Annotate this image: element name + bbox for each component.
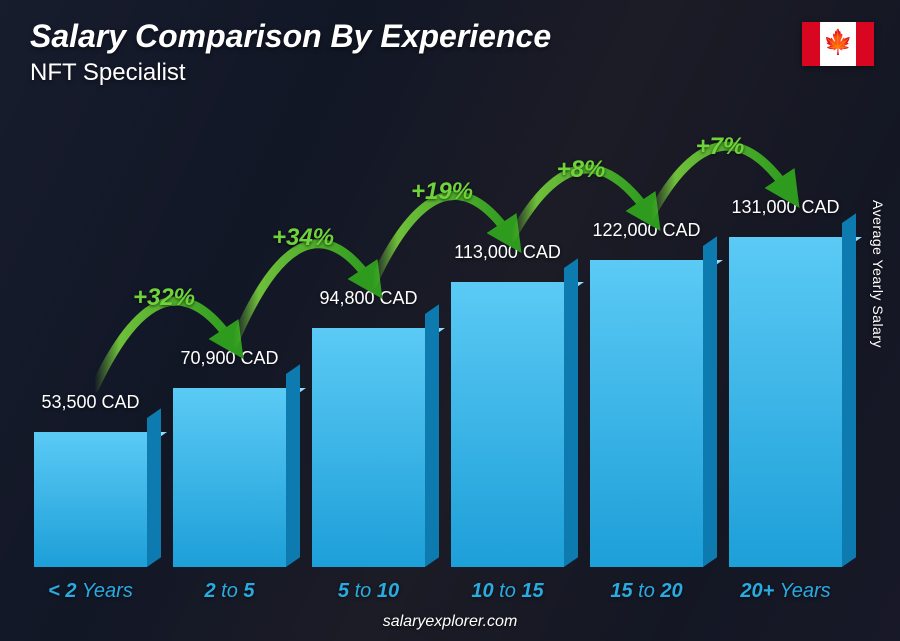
category-label: 20+ Years bbox=[729, 580, 842, 603]
bar-value-label: 113,000 CAD bbox=[417, 242, 598, 263]
category-label: 5 to 10 bbox=[312, 580, 425, 603]
category-label: 2 to 5 bbox=[173, 580, 286, 603]
bar: 131,000 CAD bbox=[729, 237, 842, 567]
bar-front bbox=[173, 388, 286, 567]
bar-value-label: 122,000 CAD bbox=[556, 220, 737, 241]
category-label: 15 to 20 bbox=[590, 580, 703, 603]
maple-leaf-icon: 🍁 bbox=[823, 31, 853, 55]
country-flag: 🍁 bbox=[802, 22, 874, 66]
bar: 122,000 CAD bbox=[590, 260, 703, 567]
bar-side-face bbox=[703, 236, 717, 567]
bar-value-label: 70,900 CAD bbox=[139, 348, 320, 369]
infographic-stage: Salary Comparison By Experience NFT Spec… bbox=[0, 0, 900, 641]
flag-center: 🍁 bbox=[820, 22, 856, 66]
chart-column: 113,000 CAD bbox=[451, 282, 564, 567]
bar: 94,800 CAD bbox=[312, 328, 425, 567]
bar: 53,500 CAD bbox=[34, 432, 147, 567]
chart-column: 70,900 CAD bbox=[173, 388, 286, 567]
category-label: 10 to 15 bbox=[451, 580, 564, 603]
bar-front bbox=[451, 282, 564, 567]
bar-chart: 53,500 CAD70,900 CAD94,800 CAD113,000 CA… bbox=[34, 137, 842, 567]
bar-side-face bbox=[564, 258, 578, 567]
bar: 113,000 CAD bbox=[451, 282, 564, 567]
chart-column: 122,000 CAD bbox=[590, 260, 703, 567]
page-title: Salary Comparison By Experience bbox=[30, 18, 551, 55]
footer-attribution: salaryexplorer.com bbox=[0, 613, 900, 631]
bar-front bbox=[312, 328, 425, 567]
bar-side-face bbox=[147, 408, 161, 567]
flag-band-right bbox=[856, 22, 874, 66]
page-subtitle: NFT Specialist bbox=[30, 59, 551, 87]
category-labels: < 2 Years 2 to 5 5 to 10 10 to 15 15 to 20 20… bbox=[34, 580, 842, 603]
title-block: Salary Comparison By Experience NFT Spec… bbox=[30, 18, 551, 87]
bar-side-face bbox=[425, 304, 439, 567]
bar-value-label: 53,500 CAD bbox=[0, 392, 181, 413]
bar-value-label: 94,800 CAD bbox=[278, 288, 459, 309]
y-axis-label: Average Yearly Salary bbox=[870, 200, 886, 348]
bar: 70,900 CAD bbox=[173, 388, 286, 567]
bar-front bbox=[34, 432, 147, 567]
chart-column: 53,500 CAD bbox=[34, 432, 147, 567]
flag-band-left bbox=[802, 22, 820, 66]
bar-front bbox=[729, 237, 842, 567]
category-label: < 2 Years bbox=[34, 580, 147, 603]
bar-side-face bbox=[286, 364, 300, 567]
chart-column: 94,800 CAD bbox=[312, 328, 425, 567]
chart-column: 131,000 CAD bbox=[729, 237, 842, 567]
bar-front bbox=[590, 260, 703, 567]
bar-value-label: 131,000 CAD bbox=[695, 197, 876, 218]
bar-side-face bbox=[842, 213, 856, 567]
